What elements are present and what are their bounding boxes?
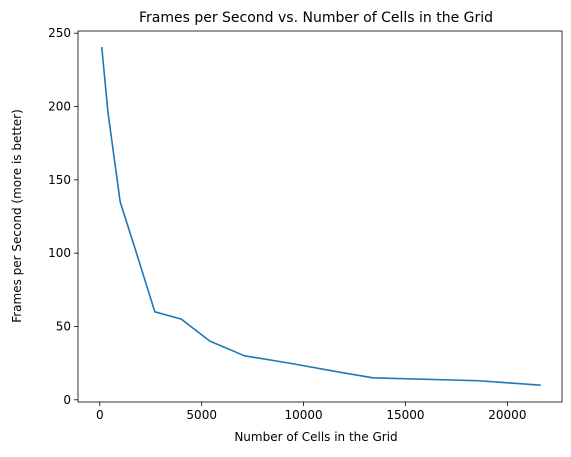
chart-title: Frames per Second vs. Number of Cells in… — [139, 10, 493, 26]
x-tick-label: 0 — [96, 408, 104, 422]
y-tick-label: 50 — [56, 319, 71, 333]
y-tick-label: 200 — [48, 100, 71, 114]
x-tick-label: 20000 — [488, 408, 526, 422]
plot-frame — [77, 30, 563, 403]
y-tick-label: 150 — [48, 173, 71, 187]
plot-layer — [100, 46, 541, 386]
series-line — [100, 46, 541, 386]
x-tick-label: 10000 — [285, 408, 323, 422]
x-tick-label: 5000 — [186, 408, 217, 422]
x-tick-label: 15000 — [386, 408, 424, 422]
x-axis: 0 5000 10000 15000 20000 — [96, 402, 526, 422]
y-tick-label: 100 — [48, 246, 71, 260]
y-tick-label: 0 — [63, 393, 71, 407]
y-tick-label: 250 — [48, 26, 71, 40]
x-axis-label: Number of Cells in the Grid — [234, 430, 397, 444]
y-axis-label: Frames per Second (more is better) — [10, 109, 24, 323]
y-axis: 0 50 100 150 200 250 — [48, 26, 78, 407]
